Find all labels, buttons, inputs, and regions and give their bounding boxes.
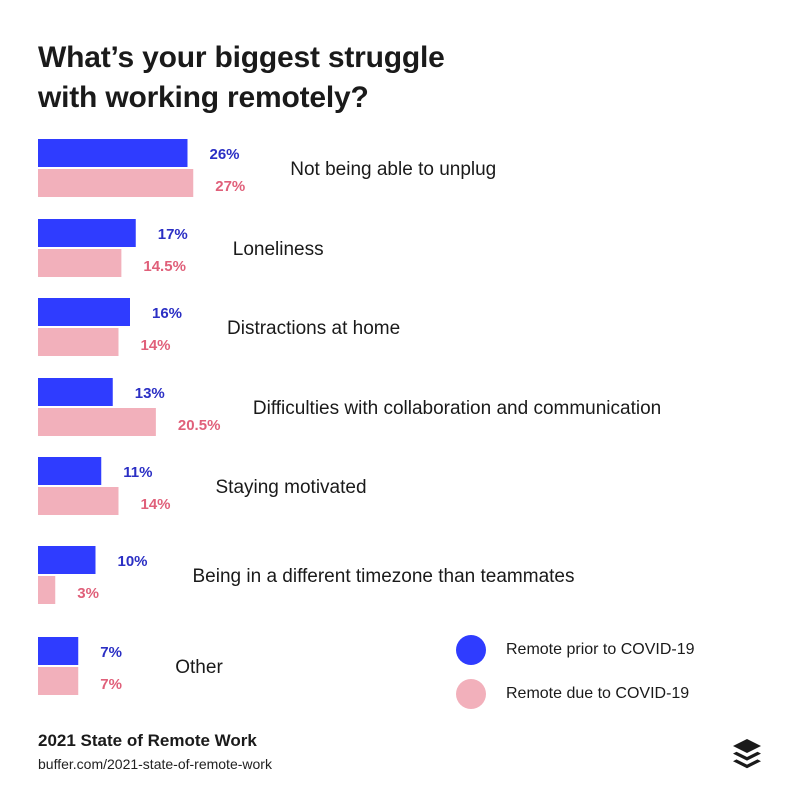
bar-prior-2 xyxy=(38,298,130,326)
category-label-4: Staying motivated xyxy=(216,477,367,498)
bar-due-2 xyxy=(38,328,119,356)
category-label-0: Not being able to unplug xyxy=(290,159,496,180)
value-label-due-0: 27% xyxy=(215,178,245,195)
value-label-prior-6: 7% xyxy=(100,644,122,661)
value-label-prior-0: 26% xyxy=(210,146,240,163)
bar-prior-6 xyxy=(38,637,79,665)
bar-prior-3 xyxy=(38,378,113,406)
bar-due-3 xyxy=(38,408,156,436)
legend-item-prior: Remote prior to COVID-19 xyxy=(456,628,695,672)
value-label-prior-2: 16% xyxy=(152,305,182,322)
value-label-due-2: 14% xyxy=(141,337,171,354)
value-label-prior-5: 10% xyxy=(118,553,148,570)
legend-swatch-due xyxy=(456,679,486,709)
category-label-2: Distractions at home xyxy=(227,318,400,339)
category-label-3: Difficulties with collaboration and comm… xyxy=(253,398,661,419)
value-label-due-4: 14% xyxy=(141,496,171,513)
footer-url: buffer.com/2021-state-of-remote-work xyxy=(38,756,272,772)
value-label-due-6: 7% xyxy=(100,676,122,693)
bar-prior-1 xyxy=(38,219,136,247)
bar-due-5 xyxy=(38,576,56,604)
legend-label-due: Remote due to COVID-19 xyxy=(506,685,690,702)
bar-due-6 xyxy=(38,667,79,695)
legend-item-due: Remote due to COVID-19 xyxy=(456,672,695,716)
bar-due-1 xyxy=(38,249,122,277)
bar-chart: 26% 27% Not being able to unplug 17% 14.5% Lo… xyxy=(38,139,661,695)
value-label-due-3: 20.5% xyxy=(178,417,221,434)
value-label-due-1: 14.5% xyxy=(143,258,186,275)
bar-prior-5 xyxy=(38,546,96,574)
category-label-6: Other xyxy=(175,657,223,678)
bar-prior-4 xyxy=(38,457,102,485)
title-line-2: with working remotely? xyxy=(38,81,369,114)
value-label-due-5: 3% xyxy=(77,585,99,602)
legend-swatch-prior xyxy=(456,635,486,665)
buffer-stack-icon xyxy=(733,739,761,769)
title-line-1: What’s your biggest struggle xyxy=(38,41,445,74)
value-label-prior-3: 13% xyxy=(135,385,165,402)
category-label-1: Loneliness xyxy=(233,239,324,260)
bar-prior-0 xyxy=(38,139,188,167)
legend: Remote prior to COVID-19 Remote due to C… xyxy=(456,628,695,716)
value-label-prior-1: 17% xyxy=(158,226,188,243)
legend-label-prior: Remote prior to COVID-19 xyxy=(506,641,695,658)
bar-due-4 xyxy=(38,487,119,515)
chart-title: What’s your biggest struggle with workin… xyxy=(38,38,658,118)
footer-title: 2021 State of Remote Work xyxy=(38,731,257,750)
bar-due-0 xyxy=(38,169,194,197)
category-label-5: Being in a different timezone than teamm… xyxy=(193,566,575,587)
value-label-prior-4: 11% xyxy=(123,464,152,481)
